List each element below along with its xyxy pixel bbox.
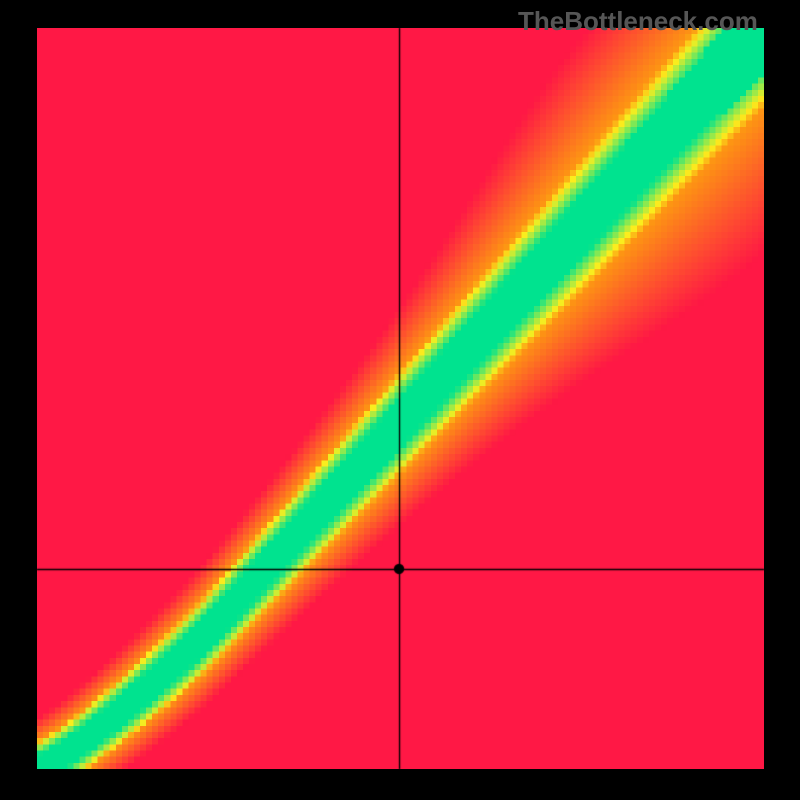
- crosshair-overlay: [0, 0, 800, 800]
- watermark-text: TheBottleneck.com: [518, 6, 758, 37]
- chart-container: TheBottleneck.com: [0, 0, 800, 800]
